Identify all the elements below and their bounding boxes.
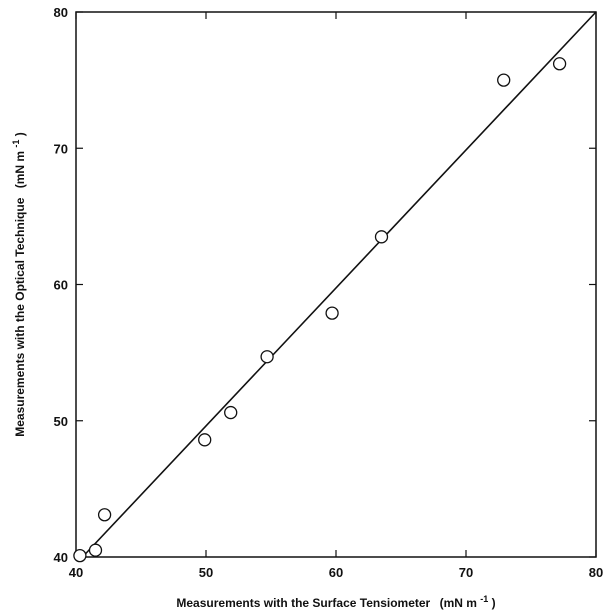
fit-line [81,11,597,558]
y-tick-label: 50 [54,414,68,429]
y-tick-label: 70 [54,141,68,156]
x-tick-labels: 40 50 60 70 80 [69,565,603,580]
data-point [224,405,238,420]
y-axis-unit-close: ) [13,132,27,136]
x-tick-label: 40 [69,565,83,580]
y-axis-unit: (mN m [13,151,27,188]
data-point [198,433,212,447]
y-axis-unit-exponent: -1 [11,140,21,148]
y-tick-label: 60 [54,278,68,293]
x-axis-unit-exponent: -1 [480,594,488,604]
data-points [73,57,567,563]
data-point [97,508,112,522]
x-tick-label: 70 [459,565,473,580]
x-axis-label-text: Measurements with the Surface Tensiomete… [176,596,430,610]
y-tick-labels: 40 50 60 70 80 [54,5,68,565]
x-axis-label: Measurements with the Surface Tensiomete… [176,591,495,610]
x-tick-label: 60 [329,565,343,580]
data-point [73,548,87,563]
data-point [260,350,274,364]
data-point [374,230,389,244]
y-axis-label: Measurements with the Optical Technique … [8,132,27,437]
y-axis-label-text: Measurements with the Optical Technique [13,197,27,436]
data-point [552,57,567,71]
y-tick-label: 40 [54,550,68,565]
x-tick-label: 50 [199,565,213,580]
data-point [88,543,103,557]
data-point [325,306,339,320]
x-tick-label: 80 [589,565,603,580]
data-point [497,73,511,87]
x-axis-unit-close: ) [492,596,496,610]
tick-marks [75,11,597,558]
y-tick-label: 80 [54,5,68,20]
x-axis-unit: (mN m [440,596,477,610]
